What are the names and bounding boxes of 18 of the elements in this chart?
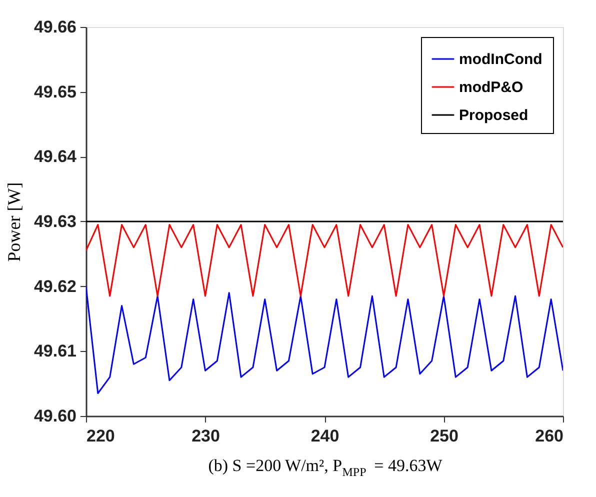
x-tick-label: 220 bbox=[86, 426, 115, 446]
y-tick-label: 49.64 bbox=[34, 147, 78, 166]
y-tick-label: 49.66 bbox=[34, 18, 76, 36]
legend-label: modP&O bbox=[459, 79, 524, 96]
y-tick-label: 49.65 bbox=[34, 82, 76, 102]
y-tick-label: 49.63 bbox=[34, 212, 76, 231]
x-tick-label: 260 bbox=[535, 426, 564, 446]
line-series bbox=[86, 286, 563, 394]
y-tick-label: 49.61 bbox=[34, 342, 76, 361]
y-tick-label: 49.62 bbox=[34, 276, 76, 296]
y-tick-label: 49.60 bbox=[34, 406, 76, 426]
legend-label: Proposed bbox=[459, 107, 528, 124]
x-tick-label: 250 bbox=[430, 426, 458, 446]
line-series bbox=[86, 224, 563, 297]
x-tick-label: 240 bbox=[310, 426, 340, 446]
y-axis-title: Power [W] bbox=[4, 182, 24, 262]
x-tick-label: 230 bbox=[192, 426, 220, 446]
legend-label: modInCond bbox=[459, 51, 542, 68]
